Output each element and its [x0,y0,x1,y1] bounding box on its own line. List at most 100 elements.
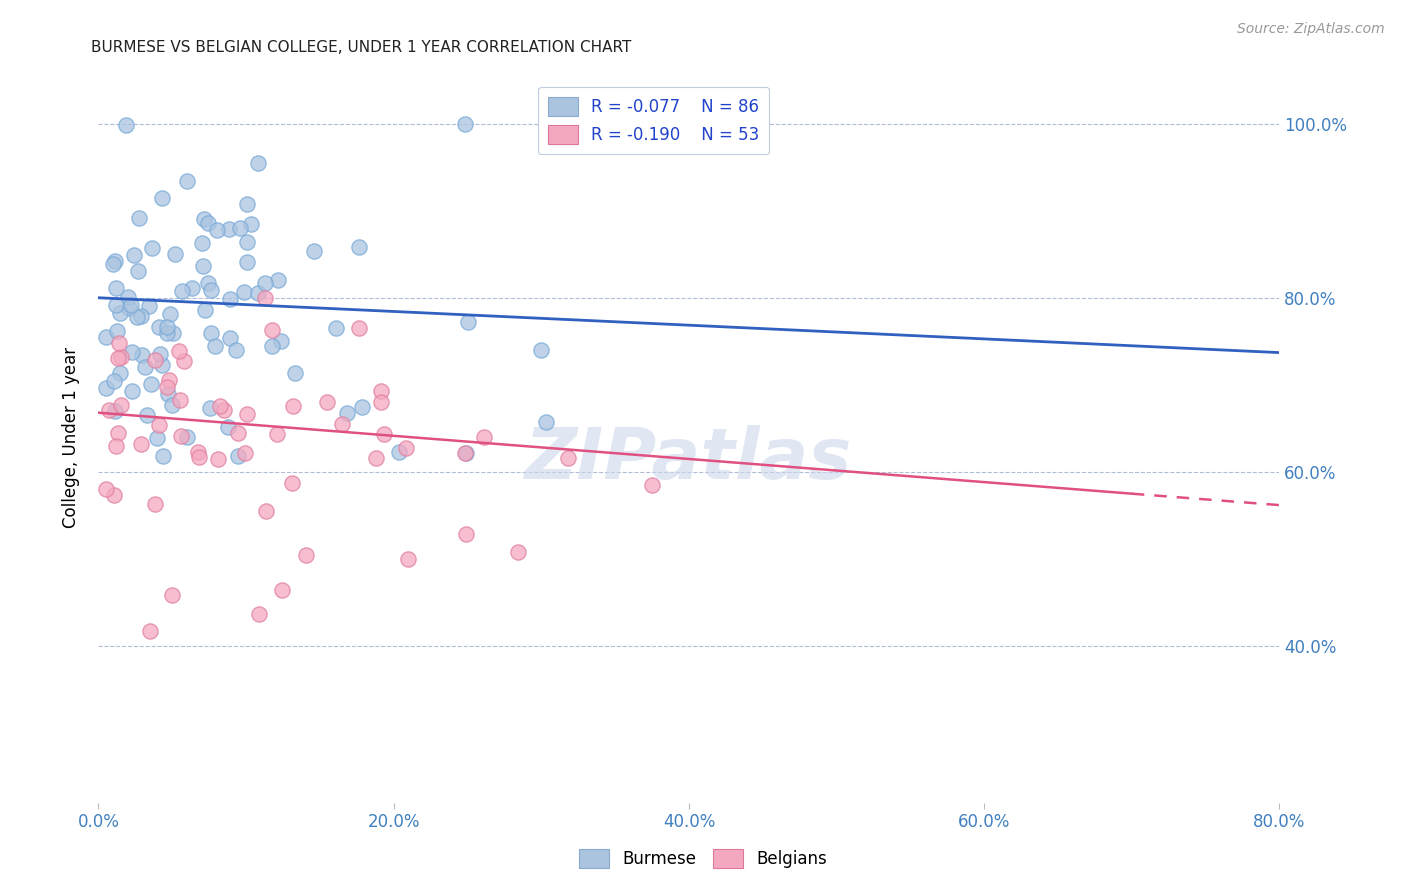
Point [117,290,139,304]
Point [284,366,307,380]
Point [148,418,170,433]
Point [472,430,495,444]
Point [218,330,240,344]
Point [94,482,117,496]
Point [131,348,153,362]
Point [454,117,477,131]
Point [156,380,179,394]
Point [373,426,395,441]
Point [172,284,194,298]
Point [108,336,131,351]
Point [508,544,530,558]
Point [247,285,270,300]
Point [233,446,256,460]
Y-axis label: College, Under 1 year: College, Under 1 year [62,346,80,528]
Point [122,248,145,262]
Point [270,334,292,348]
Point [236,255,259,269]
Point [530,343,553,358]
Point [134,359,156,374]
Point [103,257,125,271]
Point [162,326,184,340]
Point [135,409,157,423]
Point [148,319,170,334]
Point [103,488,125,502]
Point [128,211,150,226]
Legend: R = -0.077    N = 86, R = -0.190    N = 53: R = -0.077 N = 86, R = -0.190 N = 53 [537,87,769,153]
Point [457,315,479,329]
Point [105,324,128,338]
Point [191,259,214,273]
Point [350,401,373,415]
Point [169,392,191,407]
Point [141,241,163,255]
Point [370,394,392,409]
Point [456,527,478,541]
Point [105,281,128,295]
Point [246,156,269,170]
Point [129,309,152,323]
Point [330,417,353,431]
Point [170,429,193,443]
Point [188,450,211,465]
Point [204,339,226,353]
Point [103,374,125,388]
Point [156,326,179,341]
Point [176,174,198,188]
Point [395,441,418,455]
Point [139,624,162,639]
Point [232,285,254,299]
Point [283,399,305,413]
Point [218,222,240,236]
Point [336,406,359,420]
Point [156,386,179,401]
Point [534,415,557,429]
Point [193,212,215,227]
Point [218,292,240,306]
Point [150,358,173,372]
Point [207,452,229,467]
Point [239,217,262,231]
Point [105,439,128,453]
Point [127,264,149,278]
Point [388,444,411,458]
Point [225,343,247,357]
Point [110,305,132,319]
Point [454,446,477,460]
Point [236,235,259,249]
Point [235,407,257,421]
Point [197,216,219,230]
Point [176,430,198,444]
Point [205,223,228,237]
Point [194,302,217,317]
Point [262,322,284,336]
Point [315,394,337,409]
Point [347,321,370,335]
Point [159,307,181,321]
Point [197,276,219,290]
Point [236,196,259,211]
Point [254,277,277,291]
Point [200,283,222,297]
Point [152,449,174,463]
Point [114,118,136,132]
Point [302,244,325,258]
Point [120,298,142,312]
Point [370,384,392,398]
Point [226,450,249,464]
Point [366,451,388,466]
Point [198,401,221,415]
Point [294,549,316,563]
Point [118,301,141,315]
Point [214,402,236,417]
Point [104,403,127,417]
Point [110,350,132,364]
Point [247,607,270,621]
Point [98,403,121,417]
Point [228,220,250,235]
Point [127,310,149,324]
Point [160,588,183,602]
Point [173,354,195,368]
Point [145,497,167,511]
Point [254,504,277,518]
